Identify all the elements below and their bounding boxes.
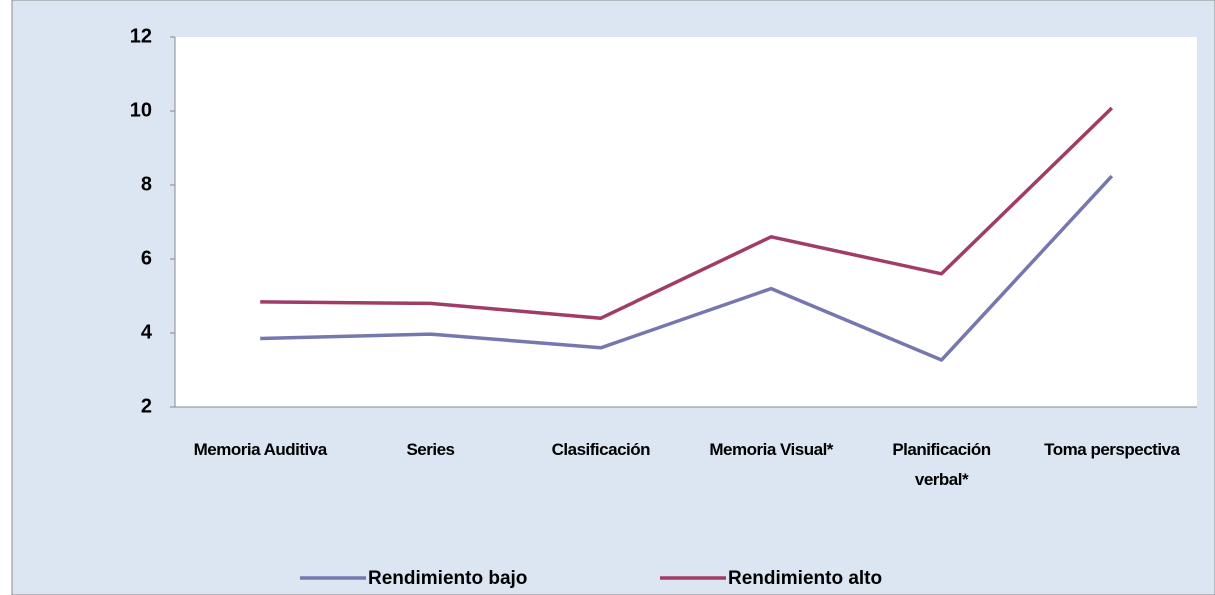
y-tick-label: 12 — [130, 25, 152, 47]
legend-label: Rendimiento bajo — [368, 568, 527, 589]
y-tick-label: 6 — [141, 247, 152, 269]
x-tick-label-box: Series — [406, 440, 455, 459]
x-tick-label-box: Memoria Auditiva — [193, 440, 328, 459]
series-line — [260, 106, 1114, 320]
x-tick-label-box: Toma perspectiva — [1044, 440, 1180, 459]
x-tick-label-box: Clasificación — [551, 440, 651, 459]
series-line — [260, 174, 1114, 362]
y-tick-label: 8 — [141, 173, 152, 195]
x-tick-label-box: Planificación verbal* — [892, 440, 991, 489]
x-tick-label-box: Memoria Visual* — [709, 440, 833, 459]
y-tick-label: 10 — [130, 99, 152, 121]
x-tick-label: Clasificación — [551, 440, 651, 459]
x-tick-label: Toma perspectiva — [1044, 440, 1180, 459]
x-tick-label: Memoria Visual* — [709, 440, 833, 459]
plot-area — [175, 37, 1197, 407]
y-tick-label: 2 — [141, 395, 152, 417]
x-tick-label: Series — [406, 440, 455, 459]
x-tick-label: Memoria Auditiva — [193, 440, 328, 459]
y-tick-label: 4 — [141, 321, 153, 343]
legend-label: Rendimiento alto — [728, 568, 882, 589]
x-tick-label: Planificación verbal* — [892, 440, 991, 489]
